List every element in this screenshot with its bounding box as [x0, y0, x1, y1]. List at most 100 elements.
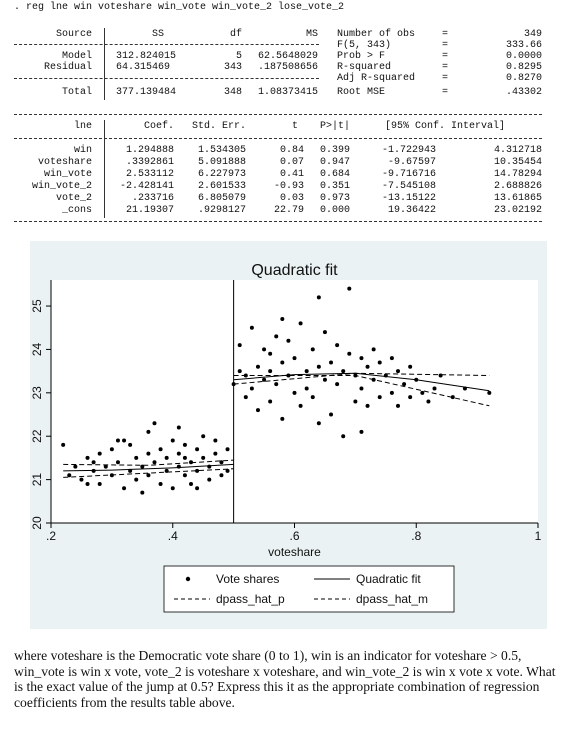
- fit-stat-label: Prob > F: [337, 51, 386, 62]
- coef-row-se: 1.534305: [197, 145, 246, 156]
- anova-row-ss: 64.315469: [116, 62, 171, 73]
- vote-share-point: [152, 421, 157, 426]
- anova-row-source: Total: [61, 87, 92, 98]
- vote-share-point: [103, 464, 108, 469]
- vote-share-point: [316, 295, 321, 300]
- vote-share-point: [176, 425, 181, 430]
- fit-stat-eq: =: [442, 87, 449, 98]
- coef-row-var: win_vote: [43, 169, 92, 180]
- fit-stat-label: Root MSE: [337, 87, 386, 98]
- vote-share-point: [170, 486, 175, 491]
- vote-share-point: [389, 390, 394, 395]
- legend-label: Vote shares: [216, 572, 279, 586]
- vote-share-point: [97, 451, 102, 456]
- fit-stat-value: .43302: [505, 87, 542, 98]
- y-tick-label: 24: [30, 342, 44, 356]
- vote-share-point: [450, 395, 455, 400]
- vote-share-point: [109, 447, 114, 452]
- vote-share-point: [219, 460, 224, 465]
- vote-share-point: [201, 455, 206, 460]
- vote-share-point: [347, 351, 352, 356]
- anova-row-source: Residual: [43, 62, 92, 73]
- fit-stat-label: F(5, 343): [337, 40, 392, 51]
- coef-row-se: .9298127: [197, 205, 246, 216]
- dashed-fit-line: [63, 459, 234, 466]
- quadratic-fit-figure: Quadratic fit .2 .4 .6 .8 1 voteshare 20 21 22 23 2…: [30, 241, 547, 629]
- scatter-plot: Quadratic fit .2 .4 .6 .8 1 voteshare 20 21 22 23 2…: [30, 262, 542, 613]
- coef-row-lo: -9.716716: [381, 169, 436, 180]
- coef-header-p: P>|t|: [320, 121, 351, 132]
- legend-label: Quadratic fit: [356, 572, 421, 586]
- divider: [14, 114, 542, 115]
- coef-row-t: -0.93: [273, 181, 304, 192]
- anova-row-df: 5: [235, 51, 242, 62]
- vote-share-point: [182, 455, 187, 460]
- vote-share-point: [67, 473, 72, 478]
- vote-share-point: [377, 360, 382, 365]
- vote-share-point: [207, 477, 212, 482]
- coef-row-t: 0.84: [279, 145, 304, 156]
- vote-share-point: [201, 434, 206, 439]
- legend-box: [163, 565, 455, 613]
- vote-share-point: [420, 390, 425, 395]
- fit-stat-eq: =: [442, 40, 449, 51]
- y-tick-label: 21: [30, 473, 44, 487]
- coef-row-coef: 21.19307: [125, 205, 174, 216]
- coef-header-t: t: [291, 121, 298, 132]
- vote-share-point: [335, 382, 340, 387]
- divider: [14, 138, 542, 139]
- fit-stat-eq: =: [442, 29, 449, 40]
- vote-share-point: [268, 399, 273, 404]
- coef-row-lo: 19.36422: [387, 205, 436, 216]
- vote-share-point: [73, 464, 78, 469]
- vote-share-point: [189, 481, 194, 486]
- anova-row-ms: 1.08373415: [257, 87, 318, 98]
- fit-stat-value: 0.8295: [505, 62, 542, 73]
- vote-share-point: [335, 343, 340, 348]
- column-separator: [104, 120, 105, 218]
- vote-share-point: [371, 347, 376, 352]
- vote-share-point: [237, 343, 242, 348]
- vote-share-point: [262, 347, 267, 352]
- fit-stat-eq: =: [442, 62, 449, 73]
- vote-share-point: [487, 390, 492, 395]
- vote-share-point: [310, 347, 315, 352]
- vote-share-point: [268, 369, 273, 374]
- coef-header-var: lne: [73, 121, 92, 132]
- coef-row-lo: -13.15122: [381, 193, 436, 204]
- question-text: where voteshare is the Democratic vote s…: [14, 648, 556, 710]
- vote-share-point: [280, 416, 285, 421]
- vote-share-point: [134, 477, 139, 482]
- vote-share-point: [140, 490, 145, 495]
- vote-share-point: [182, 473, 187, 478]
- chart-title: Quadratic fit: [251, 262, 338, 279]
- dashed-fit-line: [63, 468, 234, 478]
- vote-share-point: [182, 442, 187, 447]
- anova-row-ss: 377.139484: [116, 87, 177, 98]
- vote-share-point: [249, 386, 254, 391]
- vote-share-point: [329, 412, 334, 417]
- anova-header-ss: SS: [151, 29, 164, 40]
- coef-row-t: 0.07: [279, 157, 304, 168]
- vote-share-point: [353, 399, 358, 404]
- coef-row-t: 22.79: [273, 205, 304, 216]
- vote-share-point: [329, 360, 334, 365]
- divider: [14, 44, 319, 45]
- y-tick-label: 23: [30, 386, 44, 400]
- coef-row-p: 0.351: [319, 181, 350, 192]
- vote-share-point: [310, 395, 315, 400]
- vote-share-point: [316, 364, 321, 369]
- coef-header-coef: Coef.: [143, 121, 174, 132]
- divider: [14, 78, 319, 79]
- vote-share-point: [115, 460, 120, 465]
- vote-share-point: [395, 403, 400, 408]
- y-tick-label: 22: [30, 429, 44, 443]
- vote-share-point: [122, 486, 127, 491]
- fit-stat-value: 349: [523, 29, 542, 40]
- dashed-fit-line: [233, 372, 490, 385]
- coef-row-coef: .3392861: [125, 157, 174, 168]
- coef-row-var: vote_2: [55, 193, 92, 204]
- vote-share-point: [341, 369, 346, 374]
- vote-share-point: [359, 429, 364, 434]
- anova-row-ms: 62.5648029: [257, 51, 318, 62]
